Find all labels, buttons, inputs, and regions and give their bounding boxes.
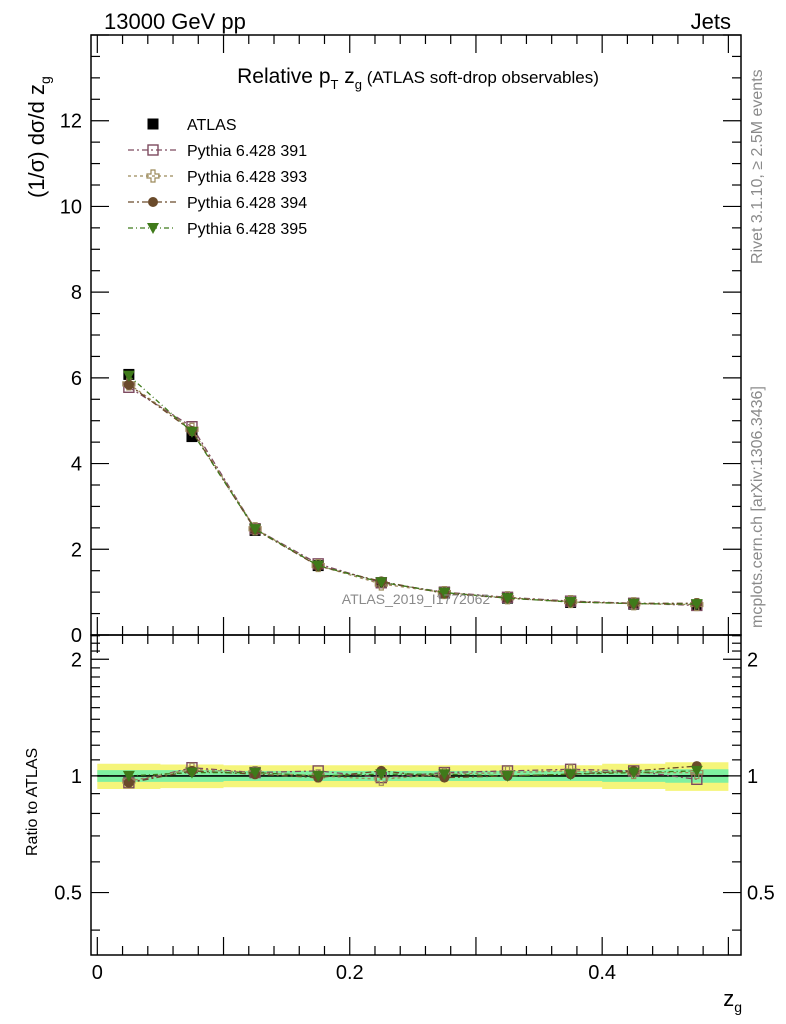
- main-y-tick-label: 8: [71, 282, 82, 304]
- series-line: [128, 384, 697, 604]
- x-axis-label: zg: [723, 986, 742, 1015]
- series-394: [123, 379, 702, 609]
- main-ticks: 0 2 4 6 8 10 12: [60, 34, 741, 647]
- series-395: [122, 370, 703, 611]
- ratio-point: [374, 772, 388, 786]
- series-atlas: [123, 368, 703, 611]
- legend-label: Pythia 6.428 393: [187, 169, 307, 186]
- header-process-label: Jets: [691, 9, 731, 34]
- main-y-tick-label: 6: [71, 368, 82, 390]
- series-391: [123, 381, 703, 612]
- x-tick-label: 0: [92, 962, 103, 984]
- main-title: Relative pT zg (ATLAS soft-drop observab…: [237, 65, 599, 92]
- ratio-y-tick-label: 1: [71, 766, 82, 788]
- ratio-series-395: [122, 765, 703, 782]
- legend-marker: [146, 169, 160, 183]
- ratio-point: [501, 770, 514, 782]
- data-point: [122, 370, 135, 382]
- ratio-point: [185, 767, 198, 779]
- data-point: [627, 598, 640, 610]
- data-point: [501, 593, 514, 605]
- legend-label: Pythia 6.428 395: [187, 221, 307, 238]
- data-point: [249, 524, 262, 536]
- legend-label: ATLAS: [187, 117, 237, 134]
- header-energy-label: 13000 GeV pp: [104, 9, 246, 34]
- ratio-ticks: 0.5 0.5 1 1 2 2 0 0.2 0.4: [54, 635, 775, 984]
- x-tick-label: 0.4: [588, 962, 616, 984]
- data-point: [375, 577, 388, 589]
- ratio-y-tick-label: 2: [71, 649, 82, 671]
- ratio-y-tick-label-right: 2: [747, 649, 758, 671]
- rivet-version-label: Rivet 3.1.10, ≥ 2.5M events: [749, 69, 766, 264]
- main-y-tick-label: 12: [60, 111, 82, 133]
- ratio-panel: 0.5 0.5 1 1 2 2 0 0.2 0.4 Ratio to ATLAS zg: [24, 634, 775, 1015]
- x-tick-label: 0.2: [336, 962, 364, 984]
- ratio-point: [564, 769, 577, 781]
- ratio-line: [128, 770, 697, 777]
- legend-label: Pythia 6.428 391: [187, 143, 307, 160]
- ratio-series: [122, 761, 704, 789]
- legend-marker: [147, 144, 159, 156]
- analysis-watermark: ATLAS_2019_I1772062: [342, 591, 491, 607]
- ratio-point: [375, 769, 388, 781]
- ratio-point: [123, 777, 134, 788]
- legend-marker: [147, 223, 159, 234]
- ratio-y-tick-label: 0.5: [54, 883, 82, 905]
- data-point: [312, 560, 325, 572]
- ratio-point: [690, 765, 703, 777]
- main-y-tick-label: 4: [71, 454, 82, 476]
- ratio-y-axis-label: Ratio to ATLAS: [24, 748, 41, 856]
- main-y-axis-label: (1/σ) dσ/d zg: [24, 76, 53, 198]
- ratio-point: [438, 769, 451, 781]
- ratio-y-tick-label-right: 0.5: [747, 883, 775, 905]
- ratio-point: [122, 770, 135, 782]
- data-point: [185, 426, 198, 438]
- ratio-point: [249, 767, 262, 779]
- legend: ATLAS Pythia 6.428 391 Pythia 6.428 393 Pyt…: [128, 117, 307, 238]
- legend-marker: [147, 118, 159, 130]
- series-line: [128, 383, 697, 606]
- data-point: [564, 597, 577, 608]
- ratio-frame: [90, 634, 742, 956]
- ratio-y-tick-label-right: 1: [747, 766, 758, 788]
- legend-label: Pythia 6.428 394: [187, 195, 307, 212]
- main-y-tick-label: 0: [71, 625, 82, 647]
- data-point: [690, 599, 703, 611]
- data-point: [123, 379, 134, 390]
- series-393: [122, 377, 704, 612]
- main-y-tick-label: 10: [60, 196, 82, 218]
- series-line: [128, 375, 697, 605]
- main-y-tick-label: 2: [71, 539, 82, 561]
- main-series: [122, 368, 704, 612]
- ratio-line: [128, 768, 697, 782]
- ratio-point: [312, 770, 325, 782]
- data-point: [438, 587, 451, 599]
- legend-marker: [148, 197, 158, 207]
- mcplots-label: mcplots.cern.ch [arXiv:1306.3436]: [749, 386, 766, 628]
- main-panel: 0 2 4 6 8 10 12 ATLAS_2019_I1772062 Relative p…: [24, 34, 742, 647]
- series-line: [128, 386, 697, 607]
- ratio-point: [627, 767, 640, 779]
